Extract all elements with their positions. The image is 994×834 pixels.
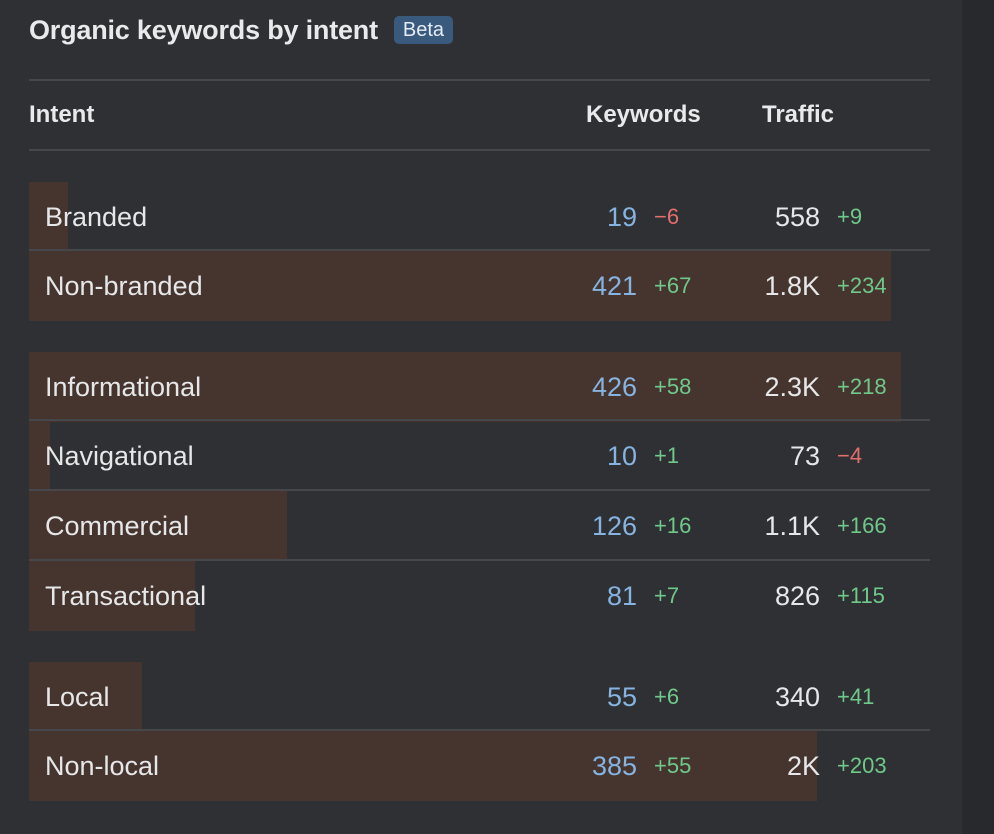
header-divider: [29, 79, 930, 81]
traffic-change: +166: [837, 513, 887, 538]
widget-header: Organic keywords by intent Beta: [29, 10, 454, 50]
share-bar: [29, 421, 50, 491]
intent-label: Informational: [45, 372, 202, 402]
traffic-change: +234: [837, 273, 887, 298]
keywords-value[interactable]: 421: [591, 271, 637, 301]
traffic-value[interactable]: 558: [774, 202, 820, 232]
keywords-change: +6: [654, 684, 680, 709]
intent-label: Non-branded: [45, 271, 203, 301]
keywords-value[interactable]: 81: [606, 581, 637, 611]
intent-row[interactable]: Non-branded 421 +67 1.8K +234: [29, 249, 930, 321]
traffic-value[interactable]: 340: [774, 682, 820, 712]
column-header-divider: [29, 149, 930, 151]
intent-row[interactable]: Transactional 81 +7 826 +115: [29, 559, 930, 631]
share-bar: [29, 182, 68, 252]
traffic-value[interactable]: 826: [774, 581, 820, 611]
traffic-value[interactable]: 2.3K: [764, 372, 820, 402]
intent-label: Transactional: [45, 581, 207, 611]
keywords-value[interactable]: 385: [591, 751, 637, 781]
intent-row[interactable]: Branded 19 −6 558 +9: [29, 182, 930, 252]
scrollbar-track[interactable]: [962, 0, 994, 834]
keywords-change: +67: [654, 273, 692, 298]
share-bar: [29, 491, 287, 561]
keywords-change: +1: [654, 443, 680, 468]
intent-label: Navigational: [45, 441, 194, 471]
intent-label: Local: [45, 682, 110, 712]
traffic-value[interactable]: 73: [789, 441, 820, 471]
intent-widget: Organic keywords by intent Beta Intent K…: [29, 10, 930, 801]
traffic-value[interactable]: 2K: [786, 751, 820, 781]
share-bar: [29, 352, 901, 422]
intent-row[interactable]: Non-local 385 +55 2K +203: [29, 729, 930, 801]
share-bar: [29, 251, 891, 321]
keywords-value[interactable]: 55: [606, 682, 637, 712]
keywords-change: +16: [654, 513, 692, 538]
column-header-keywords[interactable]: Keywords: [586, 101, 701, 128]
share-bar: [29, 561, 195, 631]
keywords-value[interactable]: 426: [591, 372, 637, 402]
widget-title: Organic keywords by intent: [29, 14, 378, 45]
traffic-change: +115: [837, 583, 885, 608]
traffic-change: +218: [837, 374, 887, 399]
column-header-intent[interactable]: Intent: [29, 101, 95, 128]
keywords-change: +55: [654, 753, 692, 778]
traffic-value[interactable]: 1.1K: [764, 511, 820, 541]
column-header-traffic[interactable]: Traffic: [762, 101, 835, 128]
share-bar: [29, 662, 142, 732]
intent-row[interactable]: Commercial 126 +16 1.1K +166: [29, 489, 930, 561]
keywords-change: −6: [654, 204, 680, 229]
intent-row[interactable]: Informational 426 +58 2.3K +218: [29, 352, 930, 422]
traffic-change: +9: [837, 204, 863, 229]
keywords-value[interactable]: 10: [606, 441, 637, 471]
beta-badge: Beta: [393, 16, 454, 44]
intent-label: Non-local: [45, 751, 160, 781]
share-bar: [29, 731, 817, 801]
traffic-change: +203: [837, 753, 887, 778]
traffic-value[interactable]: 1.8K: [764, 271, 820, 301]
intent-row[interactable]: Navigational 10 +1 73 −4: [29, 419, 930, 491]
keywords-change: +7: [654, 583, 680, 608]
keywords-change: +58: [654, 374, 692, 399]
traffic-change: +41: [837, 684, 875, 709]
keywords-value[interactable]: 19: [606, 202, 637, 232]
intent-label: Branded: [45, 202, 148, 232]
intent-row[interactable]: Local 55 +6 340 +41: [29, 662, 930, 732]
traffic-change: −4: [837, 443, 863, 468]
keywords-value[interactable]: 126: [591, 511, 637, 541]
intent-label: Commercial: [45, 511, 190, 541]
